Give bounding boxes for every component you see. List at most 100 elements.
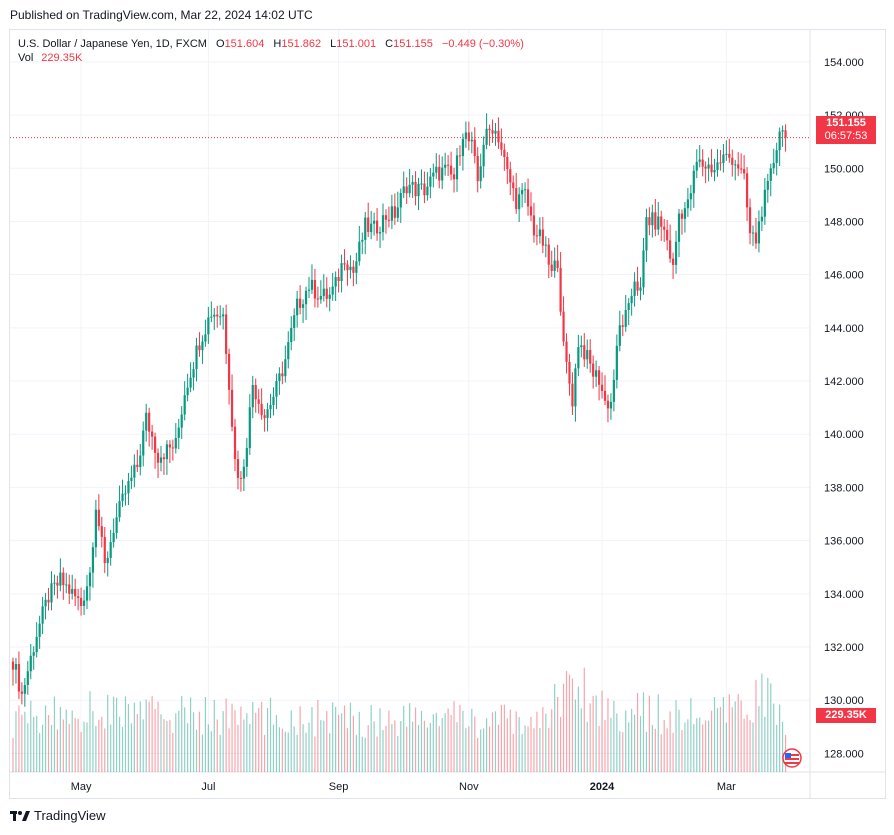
volume-bar bbox=[216, 719, 218, 772]
volume-bar bbox=[625, 710, 627, 772]
volume-bar bbox=[678, 709, 680, 772]
candle-body bbox=[399, 193, 402, 208]
candle-body bbox=[565, 341, 568, 362]
volume-bar bbox=[669, 711, 671, 772]
candle-body bbox=[263, 415, 266, 418]
candle-body bbox=[562, 311, 565, 342]
candle-body bbox=[387, 219, 391, 221]
volume-bar bbox=[693, 724, 695, 772]
candle-body bbox=[257, 399, 260, 404]
volume-bar bbox=[275, 715, 278, 772]
volume-bar bbox=[728, 694, 730, 772]
volume-bar bbox=[340, 713, 343, 772]
volume-bar bbox=[610, 718, 612, 772]
us-flag-icon[interactable] bbox=[779, 748, 805, 768]
candle-body bbox=[74, 588, 77, 597]
volume-bar bbox=[491, 712, 494, 772]
candle-body bbox=[695, 161, 698, 171]
volume-bar bbox=[394, 720, 396, 772]
x-tick-label: Mar bbox=[717, 781, 736, 793]
volume-bar bbox=[417, 725, 420, 772]
volume-bar bbox=[586, 721, 588, 772]
candle-body bbox=[515, 188, 518, 210]
volume-bar bbox=[557, 696, 559, 772]
volume-bar bbox=[317, 699, 319, 772]
volume-bar bbox=[53, 696, 56, 772]
candlestick-chart[interactable]: 154.000152.000150.000148.000146.000144.0… bbox=[10, 30, 885, 798]
candle-body bbox=[535, 235, 539, 237]
candle-body bbox=[11, 661, 15, 670]
volume-bar bbox=[388, 710, 390, 772]
volume-bar bbox=[181, 695, 183, 772]
candle-body bbox=[59, 572, 62, 586]
volume-bar bbox=[355, 735, 357, 772]
candle-body bbox=[319, 295, 322, 300]
volume-bar bbox=[113, 696, 115, 772]
candle-body bbox=[556, 260, 559, 269]
volume-bar bbox=[255, 712, 257, 772]
volume-bar bbox=[628, 722, 630, 772]
volume-bar bbox=[12, 737, 14, 772]
candle-body bbox=[464, 132, 467, 139]
volume-bar bbox=[657, 694, 659, 772]
volume-bar bbox=[305, 732, 307, 772]
candle-body bbox=[106, 557, 109, 564]
volume-bar bbox=[568, 674, 571, 772]
volume-bar bbox=[335, 706, 337, 772]
volume-bar bbox=[414, 707, 417, 772]
volume-bar bbox=[33, 717, 35, 772]
candle-body bbox=[731, 157, 734, 165]
volume-bar bbox=[527, 726, 529, 772]
candle-body bbox=[299, 298, 302, 308]
y-tick-label: 148.000 bbox=[824, 216, 864, 228]
candle-body bbox=[222, 314, 225, 317]
volume-bar bbox=[429, 723, 431, 772]
symbol-label[interactable]: U.S. Dollar / Japanese Yen, 1D, FXCM bbox=[18, 38, 207, 50]
volume-bar bbox=[166, 721, 168, 772]
volume-bar bbox=[598, 725, 600, 772]
volume-bar bbox=[592, 696, 594, 772]
candle-body bbox=[621, 325, 624, 327]
volume-bar bbox=[50, 724, 53, 772]
candle-body bbox=[532, 215, 536, 236]
candle-body bbox=[704, 166, 707, 169]
volume-bar bbox=[456, 722, 458, 772]
volume-bar bbox=[249, 723, 251, 772]
volume-bar bbox=[503, 704, 505, 772]
candle-body bbox=[509, 169, 512, 183]
candle-body bbox=[577, 347, 580, 369]
open-value: 151.604 bbox=[224, 38, 265, 50]
candle-body bbox=[636, 281, 639, 291]
volume-bar bbox=[302, 724, 304, 772]
volume-bar bbox=[204, 696, 206, 772]
candle-body bbox=[91, 547, 95, 573]
volume-bar bbox=[438, 726, 440, 772]
volume-bar bbox=[450, 714, 452, 772]
volume-bar bbox=[542, 707, 544, 772]
volume-bar bbox=[308, 722, 310, 772]
volume-bar bbox=[758, 706, 760, 772]
volume-label[interactable]: Vol bbox=[18, 52, 34, 64]
volume-bar bbox=[497, 724, 500, 772]
volume-bar bbox=[338, 714, 340, 772]
candle-body bbox=[130, 477, 133, 482]
volume-bar bbox=[266, 708, 269, 772]
candle-body bbox=[728, 153, 731, 158]
volume-value: 229.35K bbox=[41, 52, 83, 64]
candle-body bbox=[435, 166, 438, 173]
candle-body bbox=[378, 232, 382, 234]
chart-frame[interactable]: 154.000152.000150.000148.000146.000144.0… bbox=[9, 29, 886, 799]
volume-bar bbox=[370, 704, 372, 772]
volume-bar bbox=[571, 678, 574, 772]
volume-bar bbox=[130, 723, 132, 772]
candle-body bbox=[710, 164, 713, 173]
volume-bar bbox=[583, 667, 585, 772]
candle-body bbox=[293, 315, 296, 328]
candle-body bbox=[278, 373, 281, 382]
volume-bar bbox=[195, 729, 198, 772]
candle-body bbox=[159, 457, 163, 463]
candle-body bbox=[467, 132, 470, 142]
volume-bar bbox=[80, 731, 82, 772]
footer-brand[interactable]: TradingView bbox=[10, 808, 106, 823]
volume-bar bbox=[684, 722, 686, 772]
